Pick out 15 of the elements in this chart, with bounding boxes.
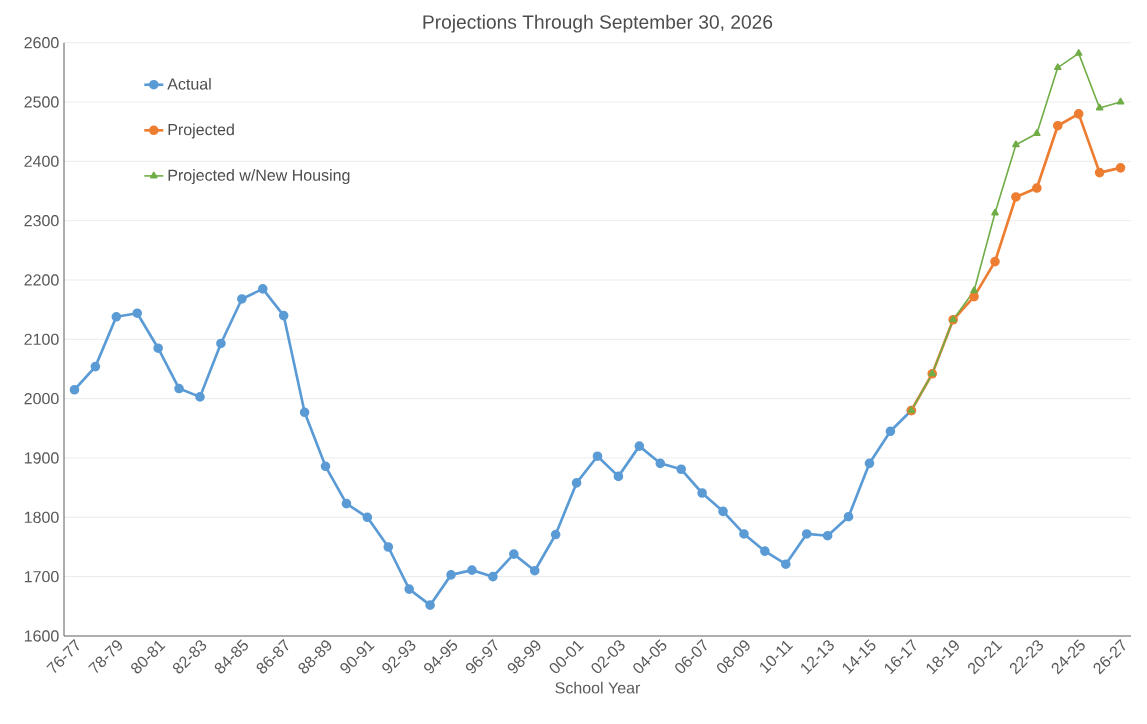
legend-label: Projected xyxy=(168,123,234,139)
y-tick-label: 1800 xyxy=(24,511,59,523)
y-tick-label: 1700 xyxy=(24,570,59,583)
y-tick-label: 2500 xyxy=(24,96,59,108)
y-tick-label: 2300 xyxy=(24,215,59,227)
x-axis-title: School Year xyxy=(555,681,641,694)
y-tick-label: 2200 xyxy=(24,274,59,286)
chart-title: Projections Through September 30, 2026 xyxy=(423,14,773,33)
y-tick-label: 2400 xyxy=(24,155,59,167)
legend-label: Actual xyxy=(167,77,211,90)
y-tick-label: 2100 xyxy=(24,333,59,345)
legend-label: Projected w/New Housing xyxy=(168,169,350,185)
y-tick-label: 1900 xyxy=(24,452,59,464)
y-tick-label: 2600 xyxy=(24,37,59,49)
y-tick-label: 2000 xyxy=(24,393,59,405)
